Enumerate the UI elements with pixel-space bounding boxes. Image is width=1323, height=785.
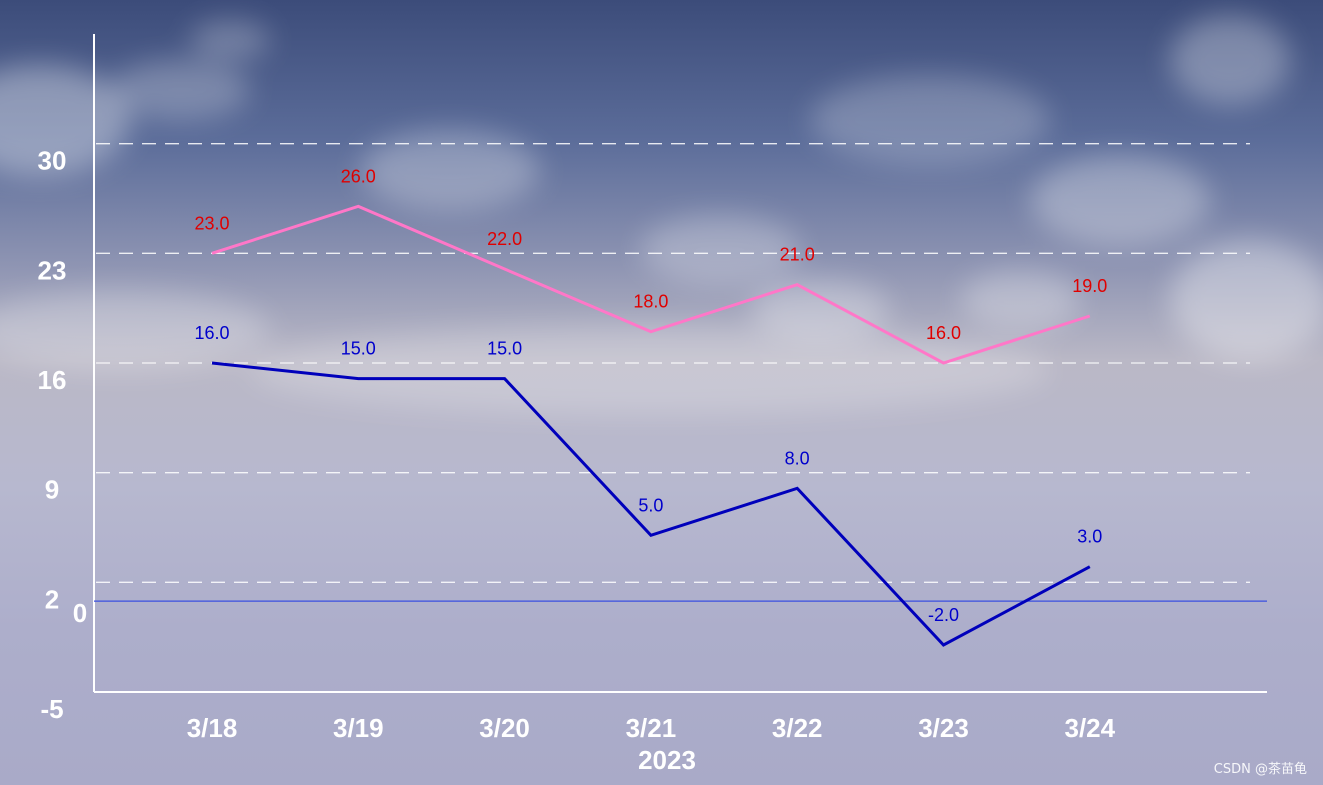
x-tick-label: 3/20 xyxy=(479,713,530,743)
x-tick-label: 3/24 xyxy=(1064,713,1115,743)
data-label: 15.0 xyxy=(487,339,522,359)
x-tick-label: 3/19 xyxy=(333,713,384,743)
data-label: -2.0 xyxy=(928,605,959,625)
watermark: CSDN @茶苗龟 xyxy=(1213,762,1307,777)
data-label: 15.0 xyxy=(341,339,376,359)
x-tick-labels: 3/18 3/19 3/20 3/21 3/22 3/23 3/24 xyxy=(187,713,1116,743)
gridlines xyxy=(96,143,1250,583)
zero-tick-label: 0 xyxy=(73,598,87,628)
series-lines xyxy=(211,204,1091,647)
data-label: 21.0 xyxy=(780,245,815,265)
x-tick-label: 3/23 xyxy=(918,713,969,743)
y-tick-label: 16 xyxy=(38,365,67,395)
x-tick-label: 3/22 xyxy=(772,713,823,743)
series-line-1 xyxy=(211,204,1091,365)
data-label: 8.0 xyxy=(785,448,810,468)
data-label: 5.0 xyxy=(638,495,663,515)
y-tick-label: 9 xyxy=(45,475,59,505)
y-tick-label: 2 xyxy=(45,584,59,614)
x-tick-label: 3/18 xyxy=(187,713,238,743)
data-label: 23.0 xyxy=(194,213,229,233)
y-tick-label: -5 xyxy=(40,694,63,724)
x-tick-label: 3/21 xyxy=(626,713,677,743)
data-label: 22.0 xyxy=(487,229,522,249)
data-label: 19.0 xyxy=(1072,276,1107,296)
data-labels: 23.0 26.0 22.0 18.0 21.0 16.0 19.0 16.0 15.0 15.0… xyxy=(194,166,1107,625)
data-label: 16.0 xyxy=(194,323,229,343)
data-label: 16.0 xyxy=(926,323,961,343)
data-label: 3.0 xyxy=(1077,527,1102,547)
y-tick-label: 23 xyxy=(38,255,67,285)
data-label: 18.0 xyxy=(633,292,668,312)
x-axis-title: 2023 xyxy=(638,745,696,775)
y-tick-labels: -5 2 9 16 23 30 xyxy=(38,146,67,724)
y-tick-label: 30 xyxy=(38,146,67,176)
data-label: 26.0 xyxy=(341,166,376,186)
series-line-2 xyxy=(211,361,1091,647)
